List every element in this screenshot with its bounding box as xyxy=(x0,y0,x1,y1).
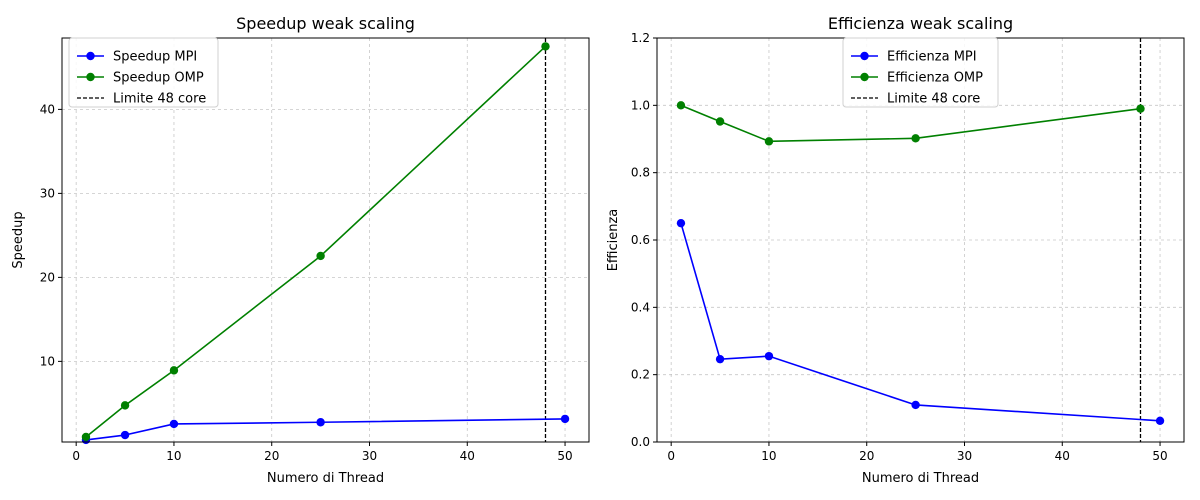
x-tick-label: 30 xyxy=(362,449,377,463)
x-axis-label: Numero di Thread xyxy=(267,471,384,486)
data-point xyxy=(169,419,179,429)
y-tick-label: 40 xyxy=(40,102,55,116)
data-point xyxy=(120,430,130,440)
legend-marker xyxy=(860,72,869,82)
legend-marker xyxy=(86,51,95,61)
data-point xyxy=(676,101,686,110)
legend-entry: Efficienza MPI xyxy=(887,50,977,65)
legend-box xyxy=(68,37,219,108)
y-tick-label: 10 xyxy=(40,354,55,368)
plot-frame xyxy=(61,37,590,443)
chart-title: Speedup weak scaling xyxy=(236,14,415,33)
x-tick-label: 50 xyxy=(1152,449,1167,463)
y-tick-label: 0.2 xyxy=(631,368,650,382)
y-tick-label: 0.8 xyxy=(631,166,650,180)
y-axis-label: Speedup xyxy=(11,211,26,268)
x-tick-label: 20 xyxy=(264,449,279,463)
data-point xyxy=(316,251,325,261)
x-tick-label: 10 xyxy=(761,449,776,463)
data-point xyxy=(169,366,179,375)
data-point xyxy=(911,400,920,410)
legend-entry: Limite 48 core xyxy=(113,92,206,107)
legend-marker xyxy=(860,51,869,61)
legend-entry: Speedup MPI xyxy=(113,50,197,65)
legend: Efficienza MPI Efficienza OMP Limite 48 co… xyxy=(842,37,999,108)
legend-entry: Efficienza OMP xyxy=(887,71,983,86)
data-point xyxy=(541,42,550,51)
x-tick-label: 0 xyxy=(72,449,80,463)
y-tick-label: 20 xyxy=(40,270,55,284)
x-tick-label: 10 xyxy=(166,449,181,463)
y-tick-label: 0.4 xyxy=(631,300,650,314)
x-tick-label: 30 xyxy=(957,449,972,463)
y-tick-label: 30 xyxy=(40,186,55,200)
data-point xyxy=(316,418,325,427)
chart-title: Efficienza weak scaling xyxy=(828,14,1013,33)
chart-panel-2: 0 10 20 30 40 50 0.0 0.2 0.4 0.6 0.8 1.0 1.2 Efficien… xyxy=(606,14,1185,486)
series-line-1 xyxy=(680,222,1161,422)
x-axis-label: Numero di Thread xyxy=(862,471,979,486)
y-tick-label: 0.0 xyxy=(631,435,650,449)
x-tick-label: 40 xyxy=(460,449,475,463)
data-point xyxy=(764,351,774,361)
data-point xyxy=(120,401,130,410)
series-line-1 xyxy=(85,418,566,441)
legend-entry: Speedup OMP xyxy=(113,71,204,86)
y-tick-label: 1.0 xyxy=(631,98,650,112)
chart-panel-1: 0 10 20 30 40 50 10 20 30 40 Speedup weak scaling N… xyxy=(11,14,590,486)
legend-box xyxy=(842,37,999,108)
x-tick-label: 40 xyxy=(1055,449,1070,463)
data-point xyxy=(911,134,920,143)
data-point xyxy=(764,137,774,146)
data-point xyxy=(81,432,91,442)
y-tick-label: 1.2 xyxy=(631,31,650,45)
data-point xyxy=(715,354,725,364)
x-tick-label: 0 xyxy=(667,449,675,463)
series-line-2 xyxy=(680,104,1141,143)
y-tick-label: 0.6 xyxy=(631,233,650,247)
legend-entry: Limite 48 core xyxy=(887,92,980,107)
legend: Speedup MPI Speedup OMP Limite 48 core xyxy=(68,37,219,108)
data-point xyxy=(1136,104,1145,113)
y-axis-label: Efficienza xyxy=(606,209,621,272)
legend-marker xyxy=(86,72,95,82)
x-tick-label: 50 xyxy=(557,449,572,463)
x-tick-label: 20 xyxy=(859,449,874,463)
data-point xyxy=(560,414,570,424)
data-point xyxy=(715,117,725,126)
data-point xyxy=(676,218,686,228)
data-point xyxy=(1155,416,1165,425)
